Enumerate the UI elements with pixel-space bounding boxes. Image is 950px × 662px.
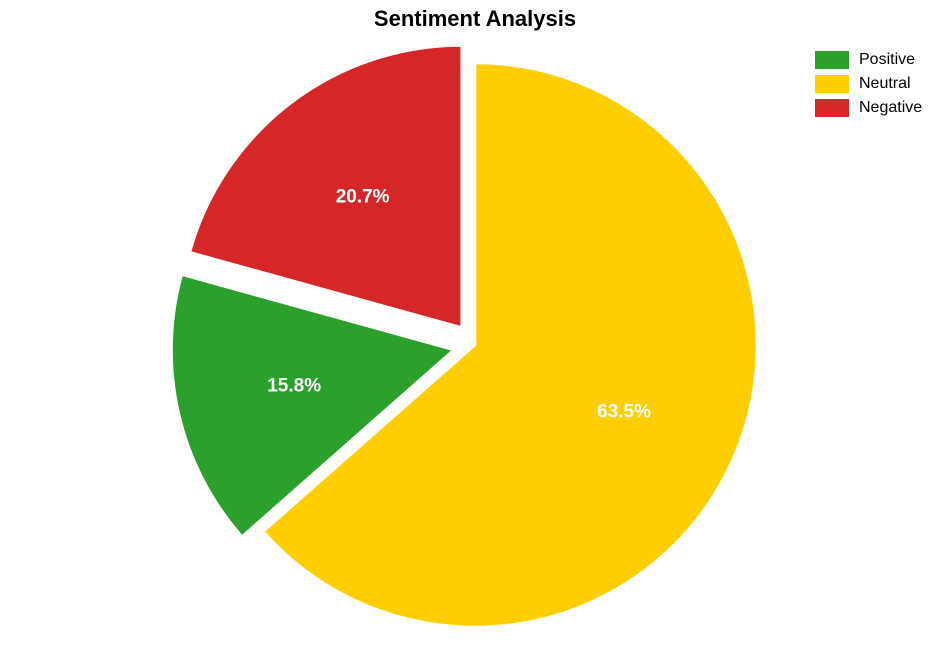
legend-label: Negative: [859, 99, 922, 117]
pie-svg: 20.7% 15.8% 63.5%: [0, 0, 950, 662]
slice-label-negative: 20.7%: [336, 186, 390, 207]
legend-item-positive: Positive: [815, 48, 922, 72]
pie-slice-negative: [190, 45, 462, 327]
legend-swatch: [815, 99, 849, 117]
legend-item-negative: Negative: [815, 96, 922, 120]
legend: Positive Neutral Negative: [815, 48, 922, 120]
legend-swatch: [815, 75, 849, 93]
legend-item-neutral: Neutral: [815, 72, 922, 96]
slice-label-neutral: 63.5%: [597, 401, 651, 422]
slice-label-positive: 15.8%: [267, 376, 321, 397]
legend-label: Positive: [859, 51, 915, 69]
sentiment-pie-chart: Sentiment Analysis 20.7%15.8%63.5% Posit…: [0, 0, 950, 662]
legend-swatch: [815, 51, 849, 69]
legend-label: Neutral: [859, 75, 911, 93]
